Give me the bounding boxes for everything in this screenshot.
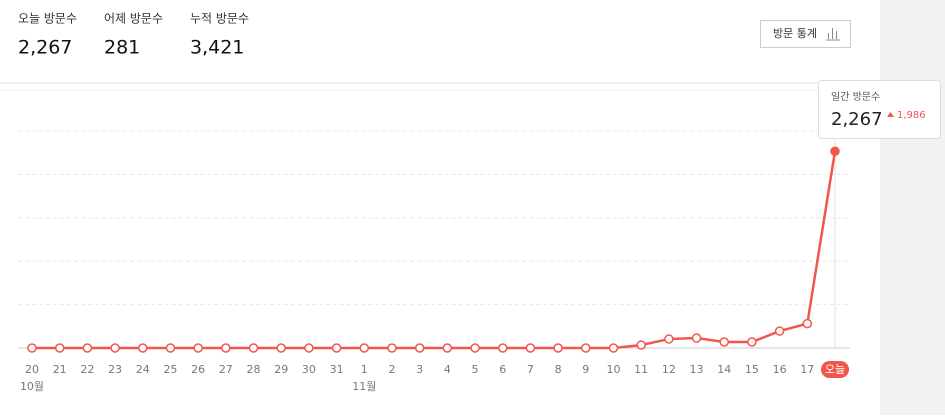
point: [691, 333, 702, 343]
x-tick-label: 24: [136, 363, 150, 376]
x-tick-label: 16: [773, 363, 787, 376]
point: [165, 343, 176, 353]
x-tick-label: 6: [499, 363, 506, 376]
up-arrow: [887, 112, 894, 117]
stat-label: 오늘 방문수: [18, 12, 77, 26]
x-tick-label: 13: [690, 363, 704, 376]
x-tick-label: 4: [444, 363, 451, 376]
point: [442, 343, 453, 353]
month-label: 11월: [352, 380, 376, 393]
stats-button[interactable]: 방문 통계: [760, 20, 851, 48]
tooltip-label: 일간 방문수: [831, 91, 880, 103]
point: [747, 337, 757, 347]
point: [719, 337, 729, 347]
side-strip: [880, 0, 945, 415]
point: [276, 343, 286, 353]
x-tick-label: 25: [163, 363, 177, 376]
button-label[interactable]: 방문 통계: [773, 27, 817, 40]
point: [54, 343, 65, 353]
tooltip: 일간 방문수 2,267 1,986: [818, 80, 941, 139]
today-pill: [821, 361, 849, 378]
x-tick-label: 5: [472, 363, 479, 376]
stat-value: 2,267: [18, 37, 72, 59]
point: [581, 343, 591, 353]
point: [802, 318, 813, 329]
x-tick-label: 20: [25, 363, 39, 376]
point: [359, 343, 370, 353]
x-tick-label: 31: [330, 363, 344, 376]
stat-label: 어제 방문수: [104, 12, 163, 26]
point: [27, 343, 37, 353]
point: [774, 326, 785, 336]
point: [221, 343, 231, 353]
tooltip-change: 1,986: [897, 110, 926, 121]
x-tick-label: 10: [606, 363, 620, 376]
x-tick-label: 22: [80, 363, 94, 376]
x-tick-label: 29: [274, 363, 288, 376]
x-tick-label: 23: [108, 363, 122, 376]
x-tick-label: 14: [717, 363, 731, 376]
x-tick-label: 7: [527, 363, 534, 376]
point: [636, 340, 646, 350]
month-label: 10월: [20, 380, 44, 393]
point: [525, 343, 536, 353]
x-tick-label: 오늘: [825, 363, 845, 376]
x-tick-label: 28: [247, 363, 261, 376]
x-tick-label: 2: [388, 363, 395, 376]
point: [608, 343, 619, 353]
button-frame[interactable]: [760, 20, 851, 48]
point: [664, 334, 674, 344]
x-tick-label: 9: [582, 363, 589, 376]
point: [138, 343, 148, 353]
point: [331, 343, 342, 353]
bar-icon: [826, 28, 840, 41]
tooltip-box: [818, 80, 941, 139]
tooltip-value: 2,267: [831, 109, 883, 130]
x-tick-label: 1: [361, 363, 368, 376]
x-tick-label: 3: [416, 363, 423, 376]
point: [110, 343, 120, 353]
point: [387, 343, 397, 353]
stat-label: 누적 방문수: [190, 12, 249, 26]
x-tick-label: 12: [662, 363, 676, 376]
chart-area: [0, 90, 880, 415]
x-tick-label: 17: [800, 363, 814, 376]
point: [82, 343, 93, 353]
stat-value: 3,421: [190, 37, 244, 59]
point: [248, 343, 259, 353]
x-tick-label: 11: [634, 363, 648, 376]
stat-value: 281: [104, 37, 140, 59]
x-tick-label: 27: [219, 363, 233, 376]
x-tick-label: 15: [745, 363, 759, 376]
x-tick-label: 8: [555, 363, 562, 376]
x-tick-label: 30: [302, 363, 316, 376]
point: [497, 343, 508, 353]
point: [193, 343, 203, 353]
x-tick-label: 26: [191, 363, 205, 376]
point: [553, 343, 563, 353]
point: [830, 146, 840, 156]
point: [414, 343, 425, 353]
x-tick-label: 21: [53, 363, 67, 376]
point: [470, 343, 480, 353]
point: [304, 343, 314, 353]
